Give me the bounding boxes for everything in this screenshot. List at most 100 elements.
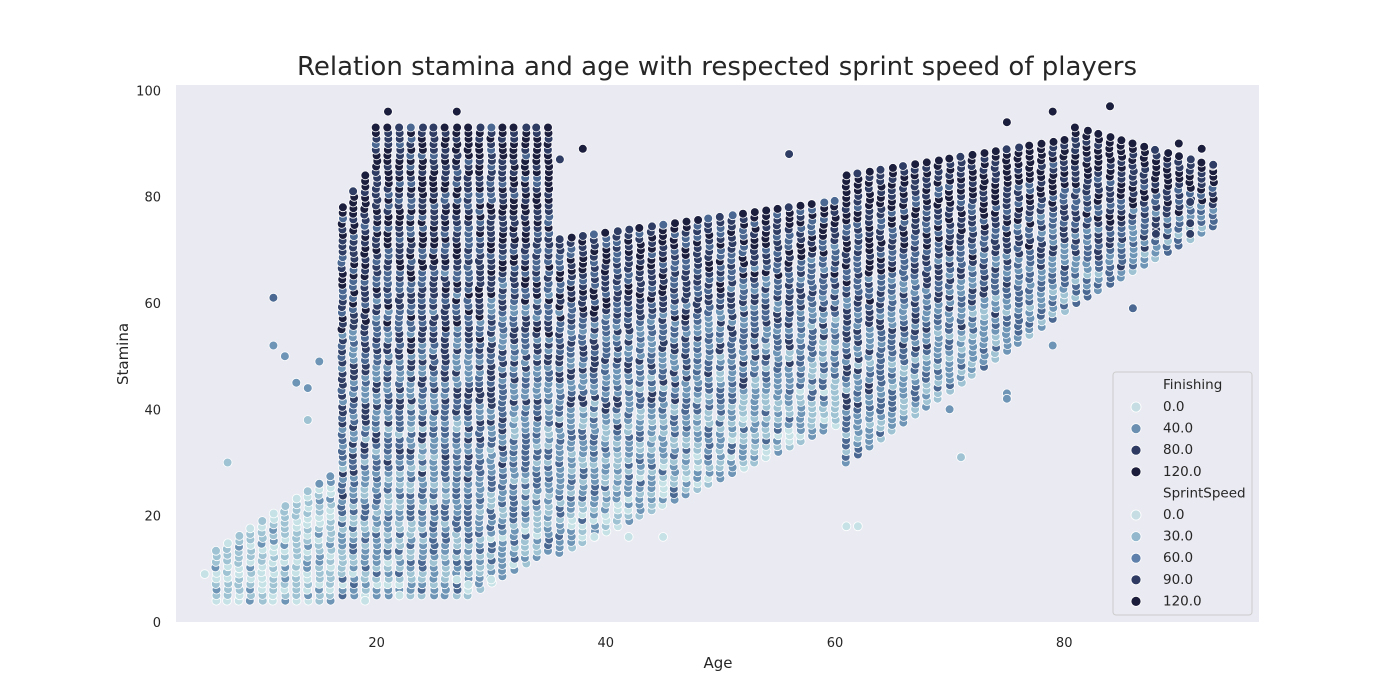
legend-marker — [1130, 574, 1142, 586]
data-point — [428, 122, 439, 133]
data-point — [670, 218, 680, 229]
data-point — [211, 545, 221, 556]
data-point — [589, 229, 599, 240]
x-tick-label: 60 — [827, 636, 844, 651]
data-point — [222, 457, 233, 468]
data-point — [658, 220, 669, 230]
data-point — [302, 486, 313, 497]
legend: Finishing 0.0 40.0 80.0 120.0 SprintSpeed 0.0 3… — [1112, 371, 1253, 616]
data-point — [475, 122, 486, 133]
legend-label: 0.0 — [1163, 399, 1184, 415]
data-point — [1208, 160, 1218, 170]
data-point — [934, 155, 944, 166]
data-point — [360, 170, 371, 181]
data-point — [1185, 218, 1195, 229]
data-point — [463, 122, 473, 133]
data-point — [555, 154, 565, 165]
data-point — [1151, 229, 1161, 239]
data-point — [1002, 393, 1012, 404]
data-point — [554, 234, 565, 245]
data-point — [703, 213, 713, 224]
data-point — [370, 122, 381, 133]
data-point — [566, 232, 577, 243]
data-point — [268, 508, 279, 519]
data-point — [772, 204, 783, 214]
data-point — [1185, 197, 1195, 207]
data-point — [623, 532, 634, 542]
data-point — [338, 202, 348, 213]
data-point — [1070, 122, 1080, 133]
data-point — [223, 538, 233, 549]
data-point — [956, 452, 966, 463]
data-point — [944, 153, 955, 164]
legend-title-sprintspeed: SprintSpeed — [1163, 485, 1246, 501]
y-axis-ticks: 0 20 40 60 80 100 — [136, 84, 161, 631]
legend-label: 60.0 — [1163, 550, 1193, 566]
data-point — [531, 122, 541, 133]
data-point — [1105, 101, 1115, 112]
data-point — [245, 523, 256, 534]
legend-label: 80.0 — [1163, 442, 1193, 458]
chart-title: Relation stamina and age with respected … — [297, 52, 1137, 82]
data-point — [577, 144, 588, 154]
legend-marker — [1130, 509, 1142, 521]
data-point — [944, 404, 955, 415]
data-point — [497, 122, 508, 133]
data-point — [738, 208, 748, 219]
data-point — [1174, 151, 1184, 162]
data-point — [1185, 229, 1195, 239]
data-point — [394, 122, 404, 133]
x-axis-label: Age — [703, 654, 732, 672]
data-point — [658, 532, 668, 542]
y-tick-label: 100 — [136, 84, 161, 99]
data-point — [383, 106, 393, 117]
data-point — [624, 224, 635, 235]
data-point — [382, 122, 393, 133]
data-point — [634, 223, 645, 233]
data-point — [268, 340, 279, 351]
data-point — [439, 122, 450, 133]
data-point — [234, 531, 245, 541]
data-point — [1048, 137, 1059, 147]
data-point — [325, 471, 336, 482]
data-point — [1139, 141, 1149, 152]
data-point — [921, 157, 932, 168]
legend-marker — [1130, 423, 1142, 435]
data-point — [1093, 129, 1104, 139]
data-point — [360, 595, 370, 606]
data-point — [1105, 132, 1116, 142]
data-point — [452, 122, 462, 133]
data-point — [852, 168, 863, 179]
data-point — [841, 521, 852, 532]
data-point — [990, 146, 1001, 157]
data-point — [1150, 145, 1160, 155]
data-point — [1024, 140, 1034, 151]
data-point — [1083, 125, 1093, 136]
data-point — [268, 292, 279, 303]
data-point — [600, 228, 610, 238]
data-point — [1127, 138, 1138, 149]
data-point — [841, 170, 852, 181]
legend-label: 30.0 — [1163, 529, 1193, 545]
legend-marker — [1130, 531, 1142, 542]
data-point — [783, 202, 794, 213]
y-tick-label: 20 — [144, 510, 161, 525]
data-point — [314, 478, 325, 489]
data-point — [280, 351, 290, 362]
data-point — [1174, 138, 1184, 149]
data-point — [967, 150, 978, 160]
y-tick-label: 40 — [144, 403, 161, 418]
data-point — [888, 163, 898, 173]
data-point — [508, 122, 519, 133]
y-tick-label: 60 — [144, 297, 161, 312]
data-point — [714, 212, 725, 222]
data-point — [418, 122, 428, 133]
legend-title-finishing: Finishing — [1163, 377, 1222, 393]
legend-marker — [1130, 552, 1142, 564]
data-point — [898, 161, 908, 171]
data-point — [612, 226, 623, 237]
y-tick-label: 80 — [144, 191, 161, 206]
data-point — [302, 415, 313, 425]
legend-label: 90.0 — [1163, 572, 1193, 588]
